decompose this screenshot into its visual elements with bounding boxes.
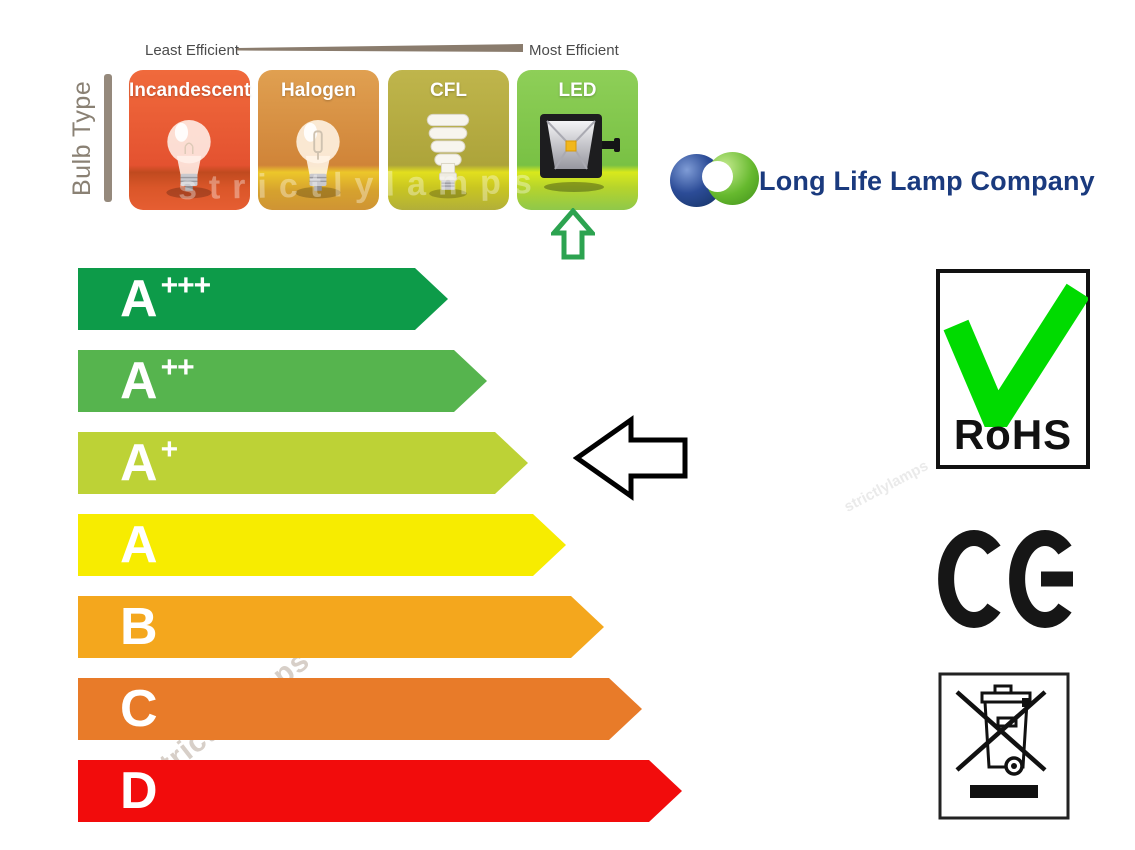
logo-crescent-cut	[702, 161, 733, 192]
card-halogen: Halogen	[258, 70, 379, 210]
rating-label-sup: +++	[160, 269, 211, 302]
rating-label-sup: +	[160, 433, 178, 466]
card-cfl: CFL	[388, 70, 509, 210]
card-cfl-title: CFL	[430, 80, 467, 101]
rating-bar-d: D	[78, 760, 682, 822]
weee-bin-icon	[938, 672, 1070, 820]
black-left-arrow-icon	[573, 415, 688, 501]
incandescent-bulb-icon	[166, 120, 212, 199]
rating-label: C	[120, 680, 158, 738]
most-efficient-label: Most Efficient	[529, 42, 619, 59]
rohs-checkmark-icon	[943, 283, 1088, 427]
rating-label: A	[120, 434, 158, 492]
rating-bar-b: B	[78, 596, 604, 658]
ce-mark-icon	[938, 530, 1073, 628]
efficiency-scale-line	[237, 44, 523, 52]
halogen-bulb-icon	[295, 120, 341, 199]
led-floodlight-icon	[540, 114, 620, 192]
rating-label-sup: ++	[160, 351, 194, 384]
rohs-badge: RoHS	[936, 269, 1090, 469]
bulb-type-axis-label: Bulb Type	[68, 80, 96, 196]
rating-label: D	[120, 762, 158, 820]
rating-bar-ap: A +	[78, 432, 528, 494]
bulb-type-axis-bar	[104, 74, 112, 202]
rohs-label: RoHS	[953, 411, 1073, 458]
rating-label: B	[120, 598, 158, 656]
rating-bar-appp: A +++	[78, 268, 448, 330]
watermark-rohs: strictlylamps	[841, 457, 932, 516]
card-incandescent: Incandescent	[129, 70, 250, 210]
rating-bar-a: A	[78, 514, 566, 576]
rating-bar-app: A ++	[78, 350, 487, 412]
cfl-spiral-bulb-icon	[426, 113, 470, 199]
rating-label: A	[120, 516, 158, 574]
green-up-arrow-icon	[551, 208, 595, 260]
least-efficient-label: Least Efficient	[145, 42, 239, 59]
rating-label: A	[120, 270, 158, 328]
card-halogen-title: Halogen	[281, 80, 356, 101]
card-led-title: LED	[558, 80, 597, 101]
rating-bar-c: C	[78, 678, 642, 740]
card-incandescent-title: Incandescent	[129, 80, 251, 101]
card-led: LED	[517, 70, 638, 210]
brand-name: Long Life Lamp Company	[759, 166, 1095, 196]
rating-label: A	[120, 352, 158, 410]
